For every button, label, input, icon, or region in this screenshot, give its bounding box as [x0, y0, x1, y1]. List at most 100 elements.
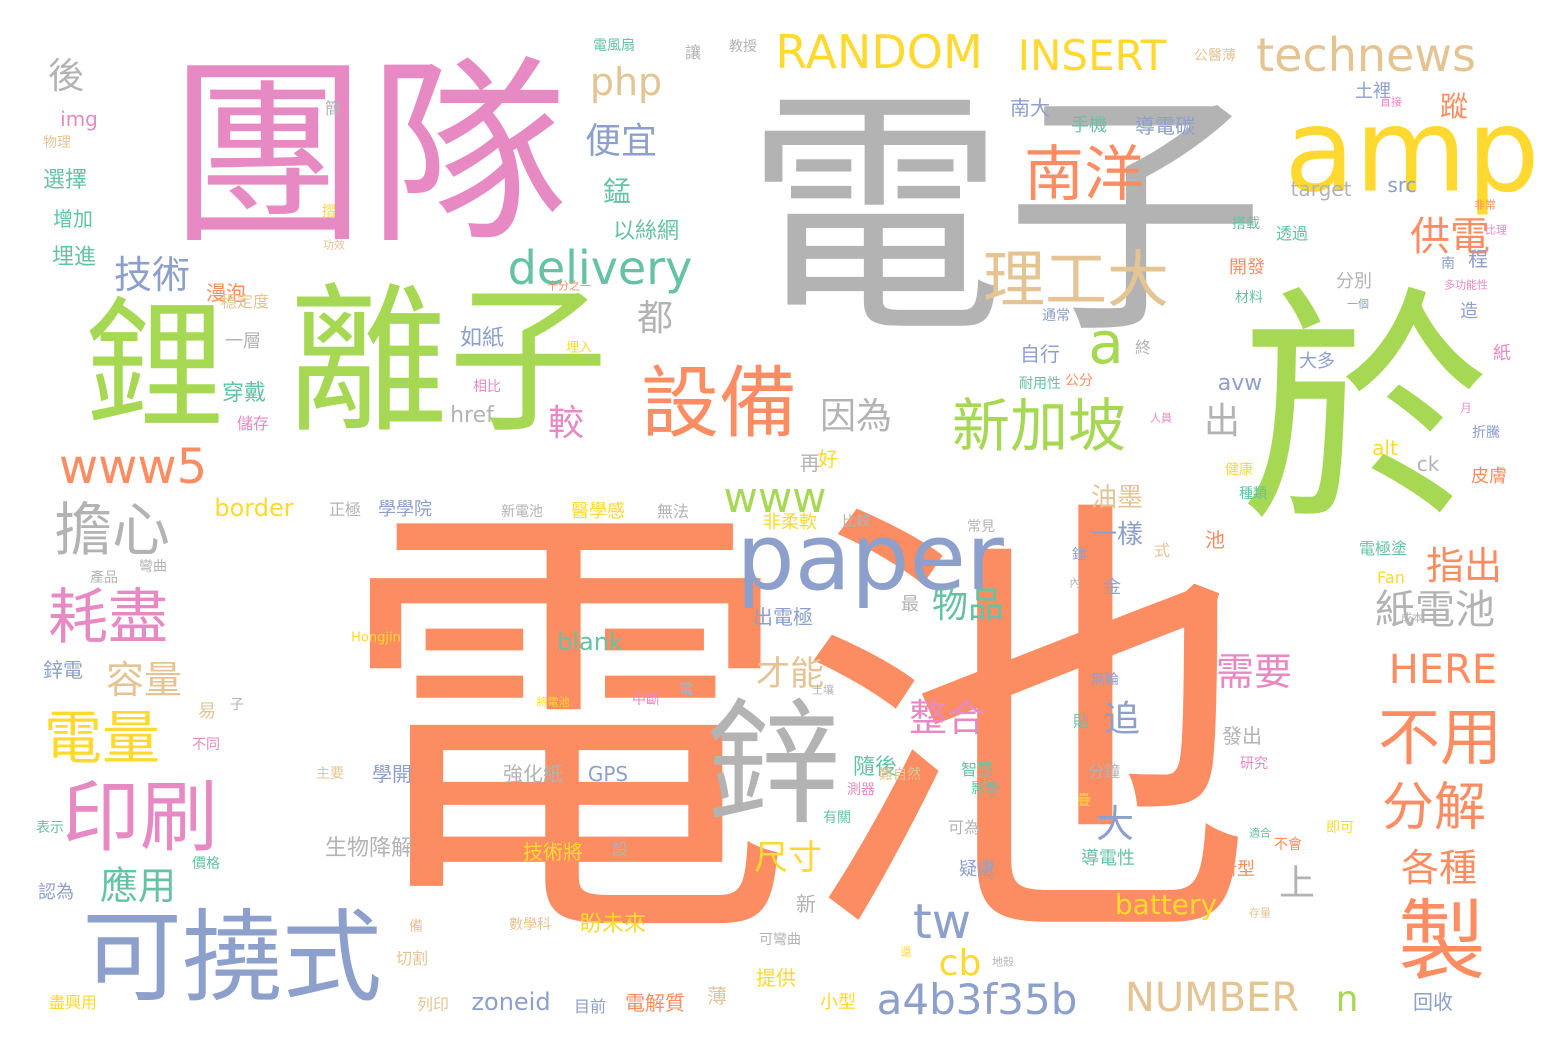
- word: 終: [1134, 338, 1152, 357]
- word: 切割: [395, 949, 429, 968]
- word: RANDOM: [775, 25, 983, 79]
- word: 直接: [1380, 95, 1402, 109]
- word: 公分: [1065, 373, 1093, 389]
- word: 印刷: [61, 773, 219, 863]
- word: 埋入: [565, 340, 593, 356]
- word: 物理: [43, 135, 71, 151]
- word: 紙電池: [1375, 587, 1495, 633]
- word: 備: [409, 919, 423, 935]
- word: 學學院: [378, 499, 432, 520]
- word: 電子: [745, 67, 1265, 369]
- word: 透過: [1275, 224, 1309, 243]
- word: 新電池: [501, 504, 543, 520]
- word: 中斷: [632, 692, 660, 708]
- word: 大: [1095, 802, 1135, 846]
- word: 指出: [1425, 544, 1503, 588]
- word: img: [60, 107, 98, 131]
- word: 隨後: [852, 755, 898, 780]
- word: 技術將: [523, 840, 583, 864]
- word: 物品: [931, 585, 1005, 626]
- word: 健康: [1225, 462, 1253, 478]
- word: 南大: [1010, 96, 1050, 120]
- word: 設: [611, 840, 629, 859]
- word: 最: [901, 594, 919, 615]
- word: 功效: [323, 238, 345, 252]
- word: 提供: [756, 966, 796, 990]
- word: 有關: [823, 810, 851, 826]
- word: 種類: [1239, 486, 1267, 502]
- word: 分鐘: [1087, 762, 1121, 781]
- word: 都: [636, 298, 674, 339]
- word: 將電池: [536, 695, 570, 709]
- word: 人員: [1150, 411, 1172, 425]
- word: 內: [1069, 576, 1081, 590]
- word: 埋進: [51, 245, 97, 270]
- word: 疊: [1077, 793, 1091, 809]
- word: 理工大: [982, 243, 1170, 316]
- word: 蹤: [1439, 90, 1469, 123]
- word: 主要: [316, 766, 344, 782]
- word: 發出: [1222, 724, 1262, 748]
- word: amp: [1284, 84, 1540, 219]
- word: 難自然: [879, 767, 921, 783]
- word: 一層: [225, 331, 261, 352]
- word: NUMBER: [1124, 975, 1300, 1021]
- word: 摺: [322, 204, 336, 220]
- word: 錳: [602, 175, 632, 208]
- word: 鋰: [1072, 547, 1086, 563]
- word: 盼未來: [579, 912, 647, 937]
- word: 後: [47, 56, 85, 97]
- word: 分解: [1381, 778, 1487, 838]
- word: 南: [1441, 256, 1455, 272]
- word: 常見: [967, 519, 995, 535]
- word: 比理: [1485, 223, 1507, 237]
- word: 池: [1205, 528, 1225, 552]
- word: 以絲網: [612, 219, 680, 244]
- word: 電量: [43, 704, 161, 772]
- word: 公醫薄: [1194, 48, 1236, 64]
- word: 通常: [1042, 308, 1070, 324]
- word: 搭載: [1232, 216, 1260, 232]
- word: 小型: [820, 992, 856, 1013]
- word: 大多: [1299, 351, 1335, 372]
- word: 一個: [1347, 297, 1369, 311]
- word: 應用: [99, 864, 177, 908]
- word: cb: [938, 943, 982, 984]
- word: 南洋: [1024, 140, 1144, 210]
- word: 因為: [819, 396, 893, 437]
- word: 相比: [473, 379, 501, 395]
- word: 成本: [1401, 611, 1423, 625]
- word: 不會: [1274, 837, 1302, 853]
- word: technews: [1256, 28, 1476, 82]
- word: 材料: [1235, 290, 1263, 306]
- word: 才能: [756, 654, 824, 694]
- word: 可為: [947, 818, 981, 837]
- word: 產品: [90, 570, 118, 586]
- word: 擔心: [53, 496, 171, 564]
- word: border: [214, 494, 294, 522]
- word: 油墨: [1090, 483, 1144, 513]
- word: 醫學感: [571, 501, 625, 522]
- word: 整合: [908, 696, 986, 740]
- word: alt: [1372, 436, 1398, 460]
- word: Hongjin: [351, 630, 401, 646]
- word: 強化紙: [503, 762, 563, 786]
- word: avw: [1217, 371, 1263, 396]
- word: 非柔軟: [763, 512, 817, 533]
- word: Fan: [1377, 568, 1405, 587]
- word: 可撓式: [82, 899, 382, 1016]
- word: 薄: [707, 984, 727, 1008]
- word: 土裡: [1355, 81, 1391, 102]
- word: www: [723, 473, 827, 522]
- word: 儲存: [236, 414, 270, 433]
- word: 電: [679, 682, 693, 698]
- word: INSERT: [1017, 31, 1167, 80]
- word: 不同: [192, 737, 220, 753]
- word: 生物降解: [324, 836, 414, 861]
- word: 團隊: [167, 39, 569, 272]
- word: blank: [557, 628, 623, 656]
- word: 還: [900, 945, 912, 959]
- word: 子: [230, 697, 244, 713]
- word: 鋅電: [43, 658, 83, 682]
